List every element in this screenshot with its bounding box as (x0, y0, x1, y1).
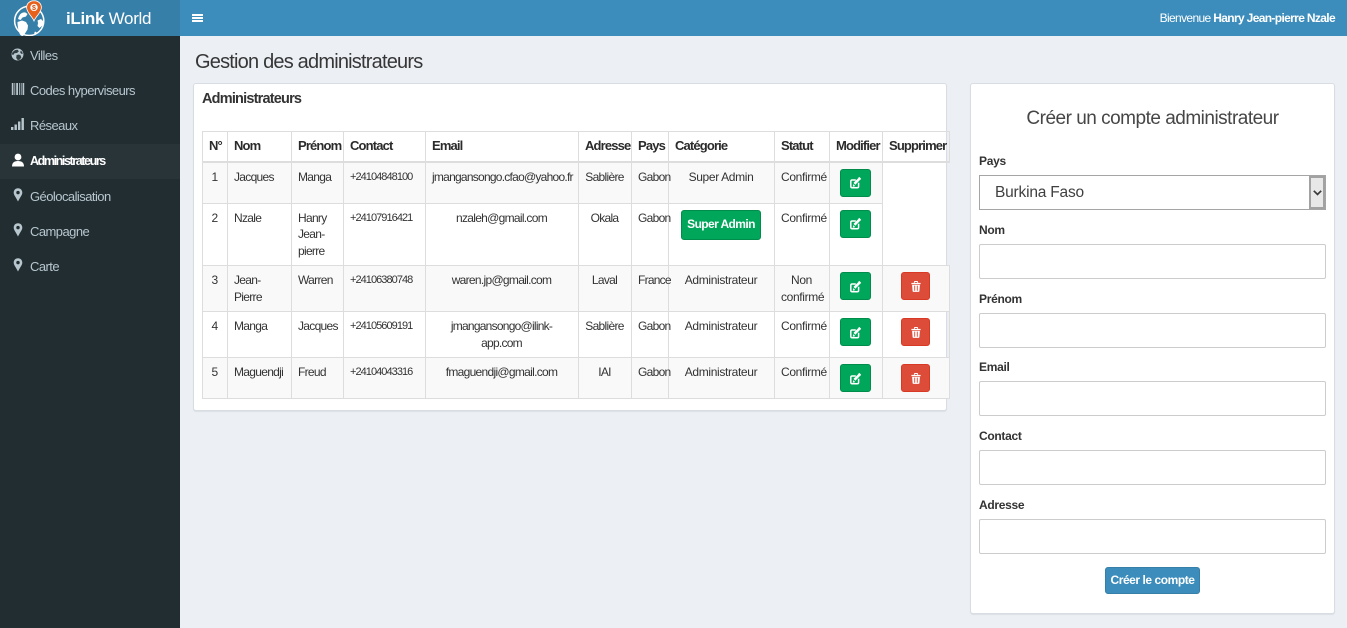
svg-text:$: $ (32, 5, 36, 12)
